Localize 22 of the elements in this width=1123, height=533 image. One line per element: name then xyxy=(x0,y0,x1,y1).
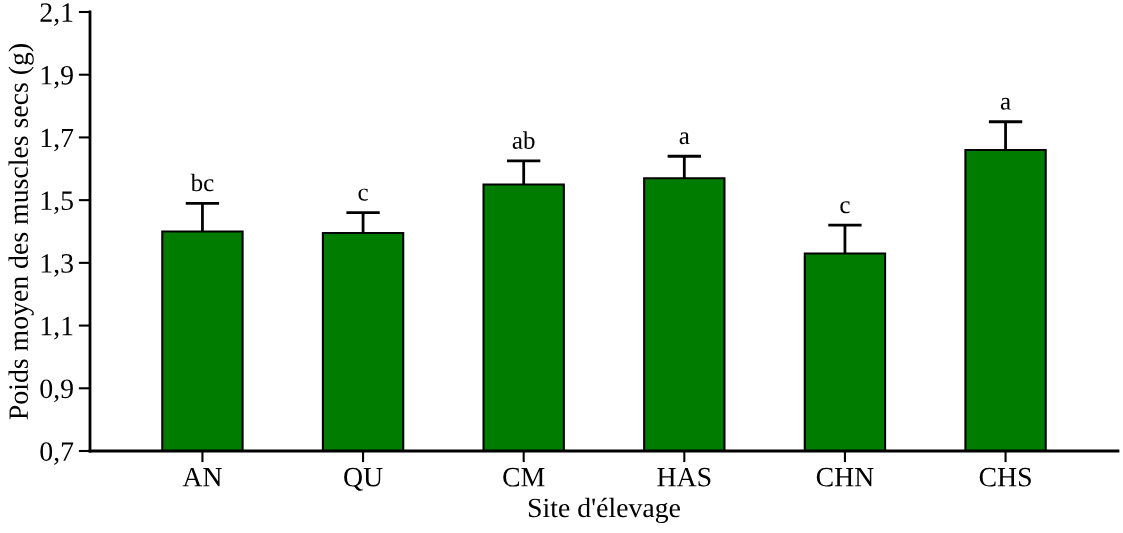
y-axis-title: Poids moyen des muscles secs (g) xyxy=(8,44,34,420)
x-tick-label: AN xyxy=(182,467,222,487)
y-tick-label: 1,1 xyxy=(41,316,73,340)
y-tick-label: 1,3 xyxy=(41,254,73,277)
y-tick-label: 1,9 xyxy=(41,65,73,89)
x-tick-label: HAS xyxy=(657,467,711,487)
annotation: bc xyxy=(190,173,214,192)
x-axis-title: Site d'élevage xyxy=(528,497,680,524)
x-tick-label: QU xyxy=(344,467,383,491)
y-tick-label: 1,5 xyxy=(41,191,73,215)
y-tick-label: 1,7 xyxy=(41,128,74,152)
x-tick-label: CHN xyxy=(816,467,874,487)
x-tick-label: CM xyxy=(503,467,545,487)
y-tick-label: 0,9 xyxy=(40,379,73,403)
annotation: c xyxy=(840,201,850,214)
y-tick-label: 2,1 xyxy=(40,3,73,26)
annotation: a xyxy=(1000,97,1011,110)
annotation: ab xyxy=(512,131,535,149)
annotation: c xyxy=(358,188,368,201)
x-tick-label: CHS xyxy=(979,467,1031,487)
annotation: a xyxy=(679,132,690,145)
y-tick-label: 0,7 xyxy=(40,442,74,465)
